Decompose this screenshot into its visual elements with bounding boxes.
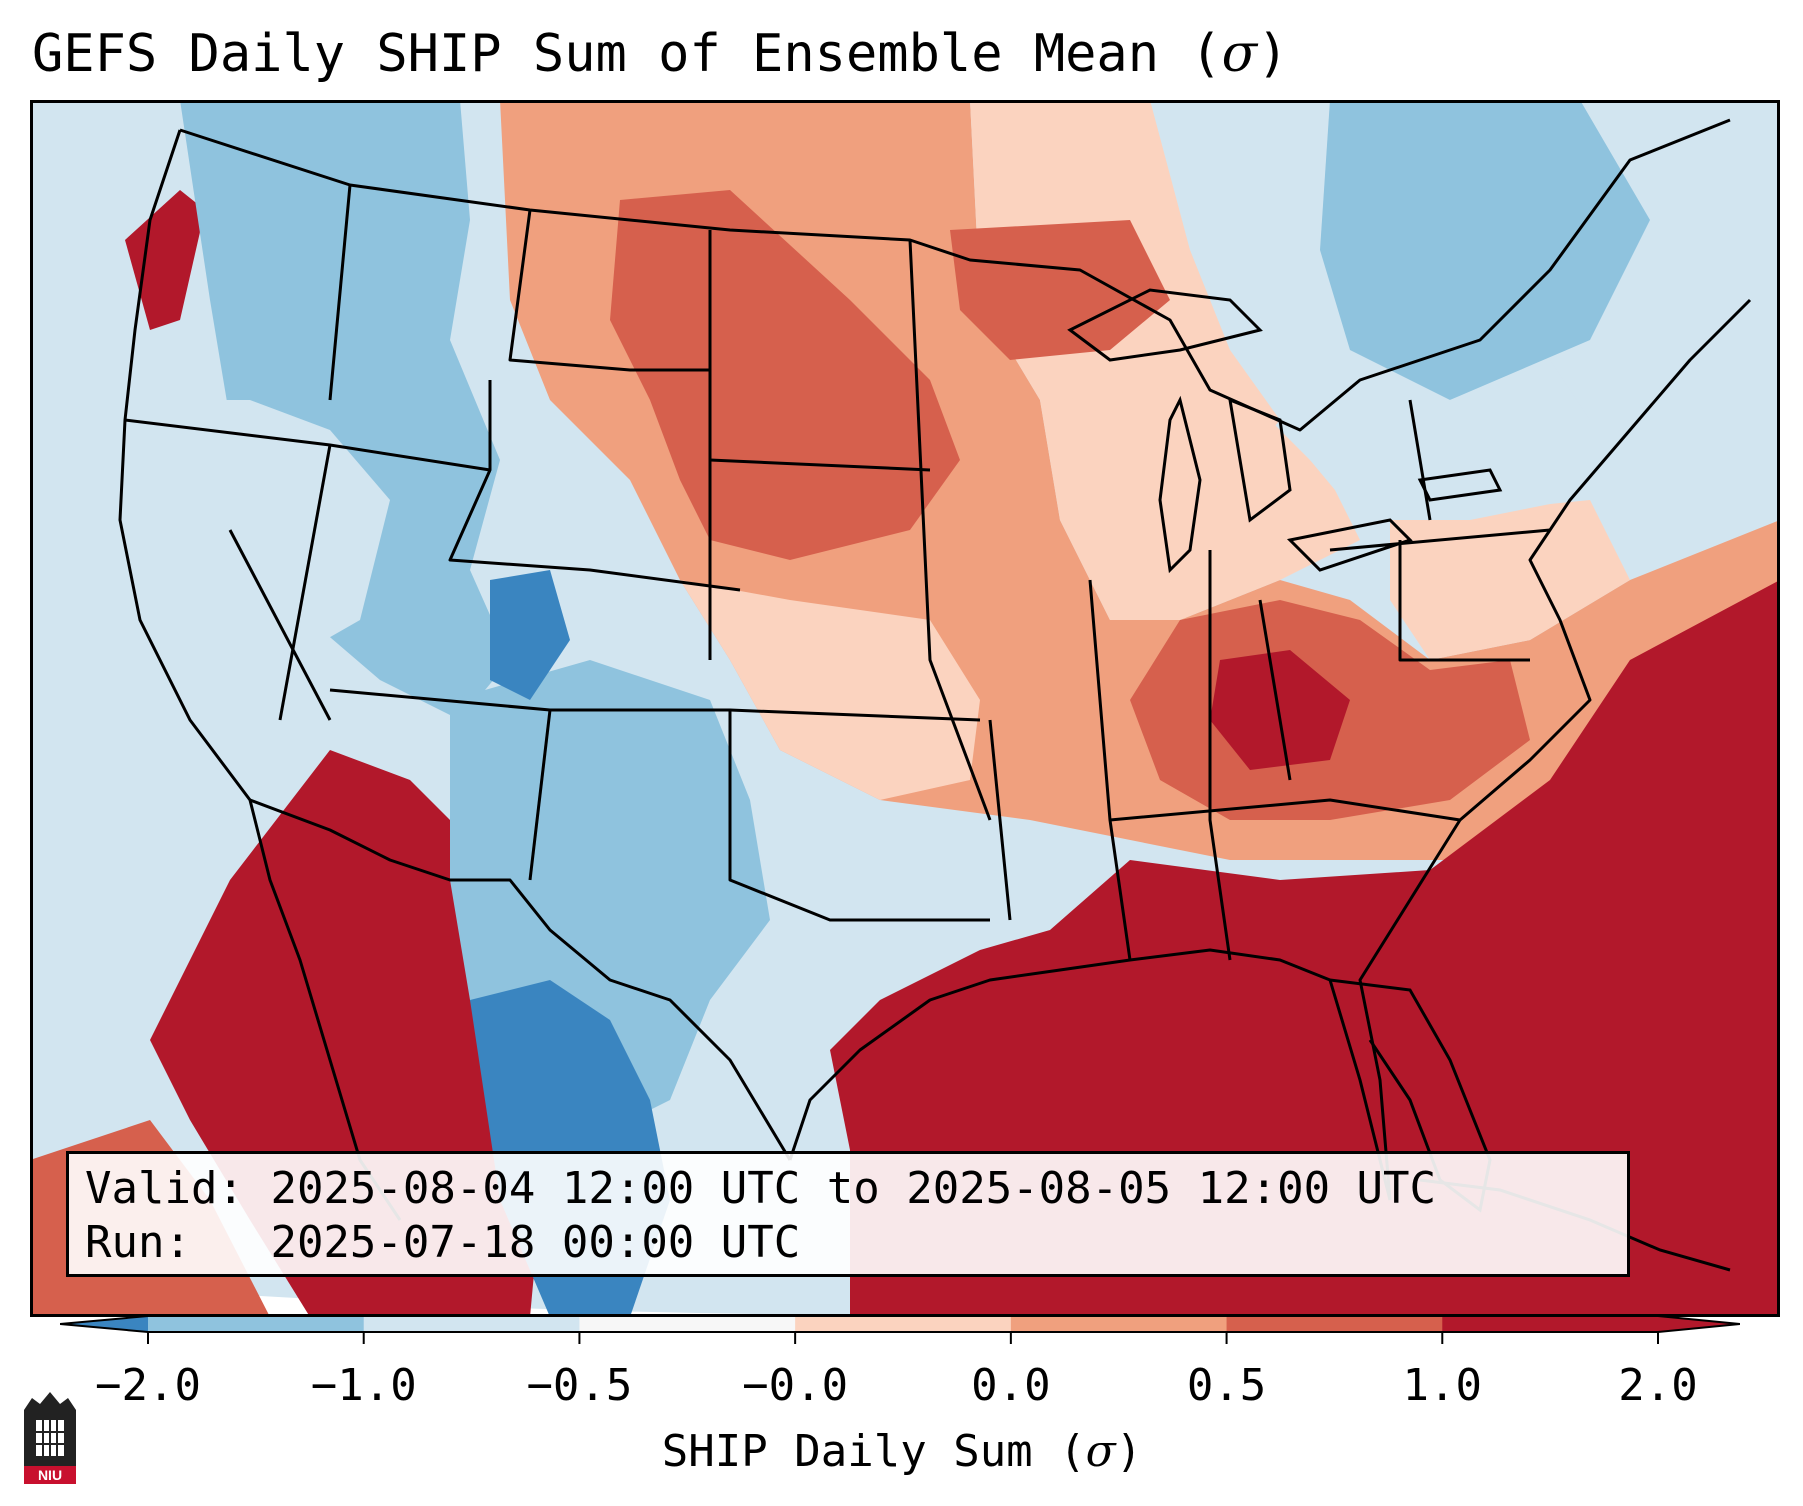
anomaly-new-england (1310, 360, 1590, 520)
colorbar (60, 1315, 1740, 1344)
gulf-coast (788, 948, 1392, 1201)
colorbar-ticks (147, 1332, 1659, 1344)
colorbar-tick-label: 0.0 (971, 1360, 1051, 1411)
colorbar-extend-high (1658, 1316, 1740, 1332)
colorbar-label-close: ) (1115, 1426, 1143, 1477)
state-line-1 (328, 184, 352, 401)
colorbar-segment (579, 1316, 796, 1332)
colorbar-tick-label: −1.0 (310, 1360, 417, 1411)
state-line-6 (508, 209, 710, 372)
state-line-4 (278, 444, 332, 721)
colorbar-segment (1226, 1316, 1443, 1332)
title-close: ) (1257, 24, 1289, 84)
us-canada-border (179, 118, 1731, 432)
state-line-9 (908, 239, 992, 821)
lake-ontario (1417, 468, 1503, 502)
state-line-18 (1329, 528, 1551, 552)
title-main: GEFS Daily SHIP Sum of Ensemble Mean ( (32, 24, 1222, 84)
colorbar-tick-label: 1.0 (1402, 1360, 1483, 1411)
anomaly-quebec (1320, 100, 1650, 400)
colorbar-tick-label: −0.0 (742, 1360, 849, 1411)
anomaly-pacific-northwest (125, 190, 205, 330)
niu-seal-icon: NIU (24, 1392, 76, 1484)
colorbar-label: SHIP Daily Sum (σ) (662, 1426, 1142, 1478)
title-sigma: σ (1221, 24, 1258, 84)
colorbar-label-main: SHIP Daily Sum ( (661, 1426, 1086, 1477)
us-mexico-border (249, 798, 792, 1161)
colorbar-tick-label: 0.5 (1186, 1360, 1267, 1411)
colorbar-extend-low (60, 1316, 148, 1332)
colorbar-segment (148, 1316, 365, 1332)
colorbar-segments (60, 1315, 1740, 1333)
anomaly-minnesota (950, 220, 1170, 360)
state-line-20 (1408, 399, 1432, 521)
state-line-13 (988, 719, 1012, 921)
state-line-10 (329, 688, 981, 722)
map-panel (30, 100, 1780, 1317)
state-line-3 (228, 529, 332, 721)
great-lakes (1067, 288, 1503, 574)
state-line-19 (1398, 540, 1530, 662)
valid-value: 2025-08-04 12:00 UTC to 2025-08-05 12:00… (270, 1163, 1437, 1214)
anomaly-colorado-blue (490, 570, 570, 700)
colorbar-label-sigma: σ (1085, 1426, 1116, 1477)
state-line-8 (709, 458, 931, 472)
lake-huron (1228, 397, 1292, 523)
state-line-16 (1109, 798, 1461, 822)
run-label: Run: (85, 1217, 191, 1268)
lake-michigan (1158, 395, 1202, 574)
state-line-5 (448, 380, 741, 592)
anomaly-peach-central (680, 580, 980, 800)
state-line-11 (528, 709, 552, 881)
anomaly-southeast-gulf (830, 580, 1780, 1317)
state-boundaries (118, 118, 1752, 1221)
colorbar-tick-label: 2.0 (1618, 1360, 1698, 1411)
colorbar-tick-label: −2.0 (95, 1360, 201, 1411)
logo-window-grid (36, 1420, 64, 1456)
east-coast (1358, 298, 1752, 1201)
lake-superior (1067, 288, 1263, 362)
west-coast (118, 129, 402, 1221)
lake-erie (1286, 518, 1413, 572)
logo-text: NIU (38, 1467, 62, 1483)
validity-info-box: Valid: 2025-08-04 12:00 UTC to 2025-08-0… (66, 1151, 1630, 1277)
colorbar-segment (363, 1316, 580, 1332)
colorbar-segment (1442, 1316, 1659, 1332)
anomaly-peach-great-lakes (1060, 380, 1360, 620)
anomaly-intermountain-west (180, 100, 510, 720)
state-line-15 (1208, 550, 1232, 961)
colorbar-segment (1010, 1316, 1228, 1332)
run-value: 2025-07-18 00:00 UTC (270, 1217, 801, 1268)
state-line-12 (728, 710, 990, 922)
valid-label: Valid: (85, 1163, 244, 1214)
logo-banner (24, 1466, 76, 1484)
anomaly-ohio-core (1210, 650, 1350, 770)
colorbar-tick-label: −0.5 (526, 1360, 633, 1411)
state-line-17 (1258, 599, 1292, 781)
page-title: GEFS Daily SHIP Sum of Ensemble Mean (σ) (32, 22, 1288, 86)
colorbar-segment (795, 1316, 1012, 1332)
